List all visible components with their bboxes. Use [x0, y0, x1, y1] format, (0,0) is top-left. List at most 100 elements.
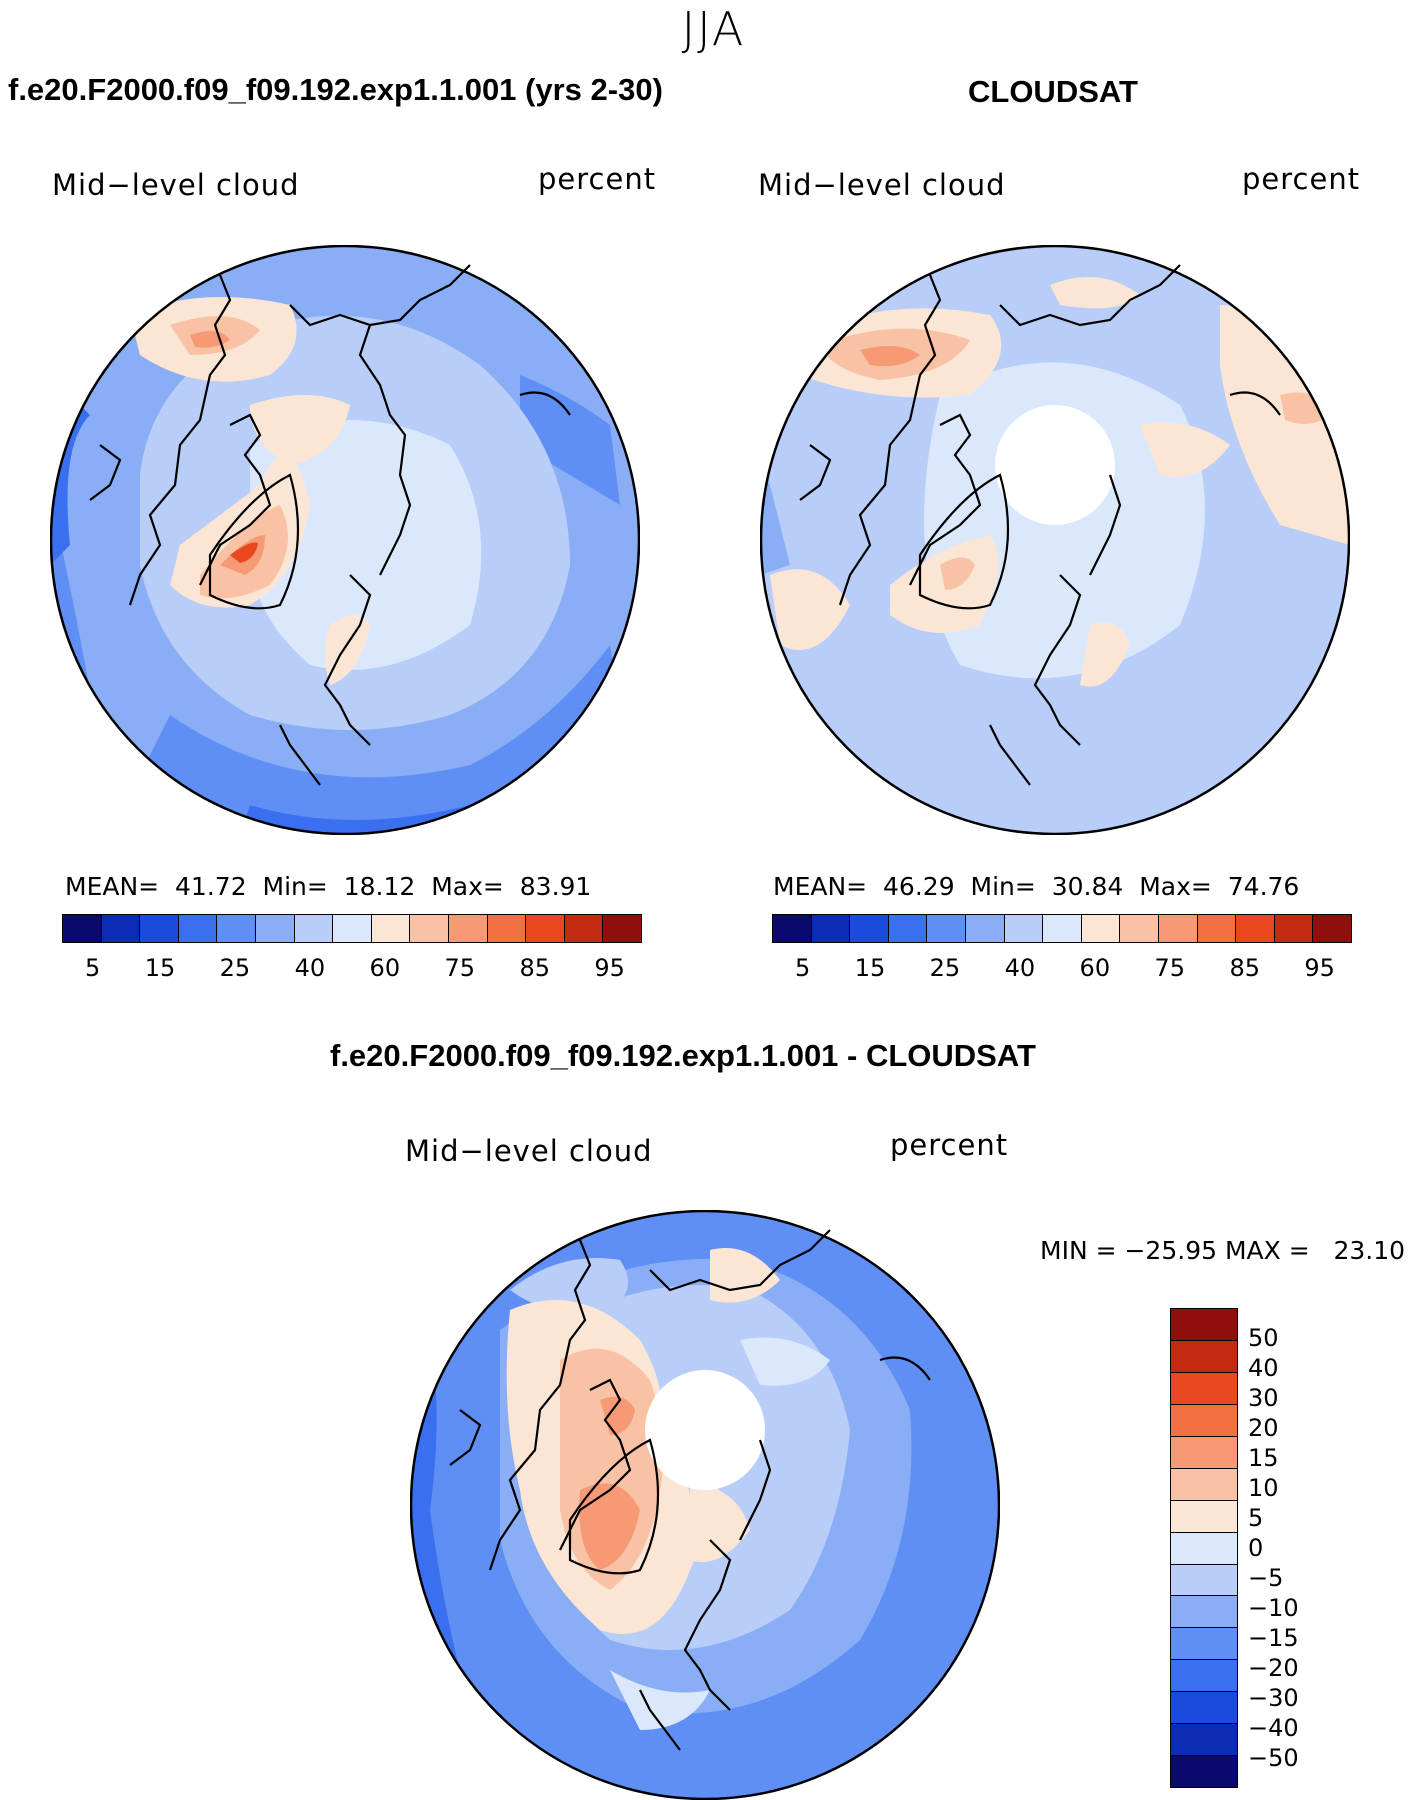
season-title: JJA — [0, 2, 1427, 56]
model-polar-map — [50, 245, 640, 835]
colorbar-swatch — [1171, 1469, 1237, 1501]
colorbar-swatch — [1043, 915, 1082, 942]
colorbar-tick-label: 0 — [1248, 1534, 1263, 1562]
colorbar-swatch — [1171, 1437, 1237, 1469]
colorbar-swatch — [1198, 915, 1237, 942]
colorbar-swatch — [1171, 1596, 1237, 1628]
colorbar-tick-label: 60 — [370, 954, 401, 982]
colorbar-swatch — [1171, 1660, 1237, 1692]
model-min-value: 18.12 — [344, 872, 416, 901]
colorbar-swatch — [1236, 915, 1275, 942]
colorbar-swatch — [410, 915, 449, 942]
diff-variable-label: Mid−level cloud — [405, 1134, 653, 1168]
colorbar-tick-label: 50 — [1248, 1324, 1279, 1352]
colorbar-swatch — [1313, 915, 1351, 942]
colorbar-swatch — [773, 915, 812, 942]
colorbar-swatch — [1082, 915, 1121, 942]
colorbar-tick-label: 60 — [1080, 954, 1111, 982]
colorbar-tick-label: 5 — [795, 954, 810, 982]
colorbar-swatch — [63, 915, 102, 942]
colorbar-swatch — [449, 915, 488, 942]
diff-polar-hole — [645, 1370, 765, 1490]
colorbar-swatch — [1171, 1405, 1237, 1437]
obs-colorbar — [772, 914, 1352, 943]
colorbar-swatch — [526, 915, 565, 942]
colorbar-swatch — [850, 915, 889, 942]
obs-polar-map — [760, 245, 1350, 835]
colorbar-swatch — [1171, 1501, 1237, 1533]
obs-colorbar-ticks: 5 15 25 40 60 75 85 95 — [795, 954, 1335, 982]
model-units-label: percent — [538, 162, 656, 196]
model-colorbar-ticks: 5 15 25 40 60 75 85 95 — [85, 954, 625, 982]
colorbar-swatch — [1171, 1756, 1237, 1787]
diff-colorbar-labels: 50 40 30 20 15 10 5 0 −5 −10 −15 −20 −30 −40 −50 — [1248, 1308, 1318, 1788]
obs-mean-value: 46.29 — [883, 872, 955, 901]
colorbar-swatch — [295, 915, 334, 942]
obs-stats: MEAN= 46.29 Min= 30.84 Max= 74.76 — [773, 872, 1299, 901]
obs-variable-label: Mid−level cloud — [758, 168, 1006, 202]
colorbar-swatch — [1171, 1724, 1237, 1756]
colorbar-tick-label: −5 — [1248, 1564, 1283, 1592]
model-panel-title: f.e20.F2000.f09_f09.192.exp1.1.001 (yrs … — [8, 72, 663, 108]
obs-panel-title: CLOUDSAT — [968, 74, 1138, 110]
colorbar-tick-label: −15 — [1248, 1624, 1299, 1652]
diff-polar-map — [410, 1210, 1000, 1800]
colorbar-swatch — [603, 915, 641, 942]
colorbar-tick-label: 25 — [220, 954, 251, 982]
obs-max-value: 74.76 — [1228, 872, 1300, 901]
obs-polar-hole — [995, 405, 1115, 525]
colorbar-tick-label: 85 — [1229, 954, 1260, 982]
colorbar-swatch — [1005, 915, 1044, 942]
colorbar-swatch — [217, 915, 256, 942]
colorbar-tick-label: 15 — [1248, 1444, 1279, 1472]
diff-panel-title: f.e20.F2000.f09_f09.192.exp1.1.001 - CLO… — [330, 1038, 1036, 1074]
colorbar-swatch — [966, 915, 1005, 942]
obs-field — [760, 245, 1350, 835]
colorbar-tick-label: 85 — [519, 954, 550, 982]
colorbar-tick-label: 40 — [295, 954, 326, 982]
colorbar-swatch — [1171, 1565, 1237, 1597]
colorbar-tick-label: 95 — [1304, 954, 1335, 982]
diff-colorbar — [1170, 1308, 1238, 1788]
colorbar-swatch — [179, 915, 218, 942]
colorbar-tick-label: 95 — [594, 954, 625, 982]
colorbar-swatch — [1275, 915, 1314, 942]
colorbar-tick-label: 5 — [85, 954, 100, 982]
colorbar-tick-label: 25 — [930, 954, 961, 982]
obs-mean-label: MEAN= — [773, 872, 867, 901]
colorbar-swatch — [102, 915, 141, 942]
colorbar-tick-label: 5 — [1248, 1504, 1263, 1532]
diff-minmax: MIN = −25.95 MAX = 23.10 — [1040, 1236, 1405, 1265]
colorbar-swatch — [565, 915, 604, 942]
colorbar-swatch — [1171, 1692, 1237, 1724]
colorbar-tick-label: −20 — [1248, 1654, 1299, 1682]
colorbar-swatch — [333, 915, 372, 942]
model-field — [50, 245, 640, 835]
diff-units-label: percent — [890, 1128, 1008, 1162]
obs-max-label: Max= — [1139, 872, 1212, 901]
colorbar-swatch — [927, 915, 966, 942]
colorbar-swatch — [1120, 915, 1159, 942]
colorbar-swatch — [1171, 1309, 1237, 1341]
model-min-label: Min= — [263, 872, 328, 901]
colorbar-swatch — [1171, 1628, 1237, 1660]
obs-min-label: Min= — [971, 872, 1036, 901]
model-max-label: Max= — [431, 872, 504, 901]
colorbar-tick-label: −30 — [1248, 1684, 1299, 1712]
colorbar-tick-label: 30 — [1248, 1384, 1279, 1412]
colorbar-tick-label: 75 — [1155, 954, 1186, 982]
model-variable-label: Mid−level cloud — [52, 168, 300, 202]
colorbar-swatch — [889, 915, 928, 942]
colorbar-swatch — [1171, 1341, 1237, 1373]
colorbar-swatch — [372, 915, 411, 942]
colorbar-tick-label: 20 — [1248, 1414, 1279, 1442]
model-mean-label: MEAN= — [65, 872, 159, 901]
colorbar-tick-label: −10 — [1248, 1594, 1299, 1622]
colorbar-tick-label: −50 — [1248, 1744, 1299, 1772]
diff-field — [410, 1210, 1000, 1800]
colorbar-swatch — [488, 915, 527, 942]
colorbar-swatch — [1171, 1373, 1237, 1405]
model-stats: MEAN= 41.72 Min= 18.12 Max= 83.91 — [65, 872, 591, 901]
colorbar-tick-label: 75 — [445, 954, 476, 982]
colorbar-tick-label: 40 — [1005, 954, 1036, 982]
